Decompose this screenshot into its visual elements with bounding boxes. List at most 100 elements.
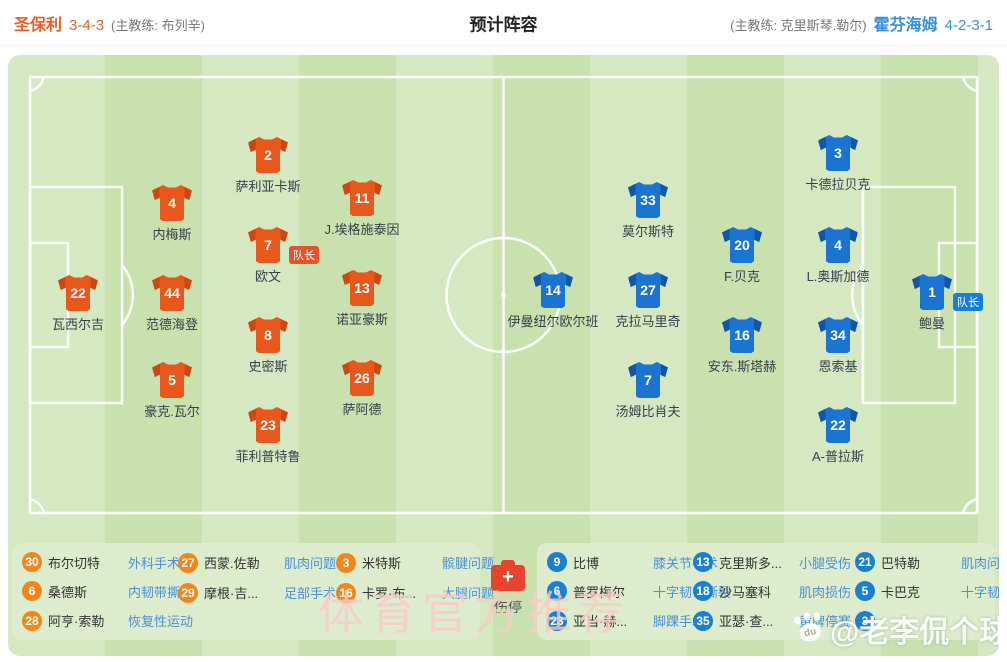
player-name: L.奥斯加德 — [806, 269, 870, 284]
player-number-badge: 29 — [178, 582, 198, 603]
home-jersey-icon: 44 — [151, 275, 192, 311]
injured-player-name: 阿亨·索勒 — [48, 614, 105, 630]
injury-row: 6 桑德斯 内韧带撕裂 — [22, 581, 193, 602]
player-number: 4 — [834, 237, 842, 253]
player-number: 26 — [354, 370, 370, 386]
player-number-badge: 16 — [336, 582, 356, 603]
injury-row: 29 摩根·吉... 足部手术 — [178, 582, 336, 603]
injury-reason: 外科手术 — [128, 555, 181, 571]
away-coach: (主教练: 克里斯琴.勒尔) — [730, 17, 867, 33]
captain-badge: 队长 — [289, 246, 319, 264]
player-name: 豪克.瓦尔 — [144, 404, 200, 419]
home-team-name: 圣保利 — [14, 16, 63, 34]
player-home-fw2: 13 诺亚豪斯 — [336, 270, 388, 328]
away-injury-col-2: 13 克里斯多... 小腿受伤 18 沙马塞科 肌肉损伤 35 亚瑟·查... … — [693, 552, 855, 631]
player-away-dm2: 16 安东.斯塔赫 — [707, 317, 777, 375]
player-number-badge: 6 — [22, 581, 42, 602]
captain-badge: 队长 — [953, 293, 983, 311]
home-injury-col-3: 3 米特斯 髌腱问题 16 卡罗·布... 大腿问题 — [336, 552, 494, 631]
home-jersey-icon: 11 — [342, 180, 382, 216]
player-number: 20 — [734, 237, 750, 253]
away-injury-col-3: 21 巴特勒 肌肉问题 5 卡巴克 十字韧带撕裂 3 — [855, 552, 999, 631]
injured-player-name: 卡巴克 — [881, 584, 921, 600]
player-number: 1 — [928, 284, 936, 300]
player-away-fw: 14 伊曼纽尔欧尔班 — [507, 272, 599, 330]
player-name: 欧文 — [254, 269, 281, 284]
injury-reason: 脚踝手术 — [653, 614, 706, 630]
player-number: 22 — [830, 417, 846, 433]
away-jersey-icon: 16 — [722, 317, 762, 353]
player-number: 33 — [640, 192, 656, 208]
injury-row: 35 亚瑟·查... 黄牌停赛 — [693, 610, 855, 631]
player-name: 恩索基 — [818, 359, 858, 374]
injured-player-name: 桑德斯 — [48, 584, 88, 600]
injury-row: 5 卡巴克 十字韧带撕裂 — [855, 581, 999, 602]
home-jersey-icon: 2 — [247, 137, 288, 173]
injury-row: 9 比博 膝关节手术 — [547, 552, 718, 573]
away-formation: 4-2-3-1 — [944, 16, 993, 34]
player-number: 22 — [70, 285, 86, 301]
home-jersey-icon: 5 — [152, 362, 192, 398]
player-number: 2 — [264, 147, 272, 163]
player-away-am2: 27 克拉马里奇 — [615, 272, 681, 330]
injury-row: 30 布尔切特 外科手术 — [22, 552, 181, 573]
injury-row: 21 巴特勒 肌肉问题 — [855, 552, 999, 573]
injury-row: 3 米特斯 髌腱问题 — [336, 552, 494, 573]
player-home-df1: 4 内梅斯 — [152, 185, 192, 243]
home-jersey-icon: 26 — [342, 360, 382, 396]
away-jersey-icon: 14 — [532, 272, 573, 308]
player-name: 鲍曼 — [918, 316, 945, 331]
player-home-fw1: 11 J.埃格施泰因 — [324, 180, 400, 238]
away-team-name: 霍芬海姆 — [873, 16, 938, 34]
player-number-badge: 30 — [22, 552, 42, 573]
player-name: 伊曼纽尔欧尔班 — [507, 314, 599, 329]
away-jersey-icon: 3 — [817, 135, 858, 171]
injured-player-name: 沙马塞科 — [719, 584, 772, 600]
player-number: 7 — [644, 372, 652, 388]
injury-reason: 内韧带撕裂 — [128, 584, 194, 600]
injury-reason: 十字韧带撕裂 — [961, 584, 999, 600]
player-name: 诺亚豪斯 — [335, 312, 389, 327]
player-away-df3: 34 恩索基 — [818, 317, 858, 375]
player-away-am1: 33 莫尔斯特 — [622, 182, 674, 240]
player-home-df2: 44 范德海登 — [146, 275, 198, 333]
injury-section-text: 伤停 — [494, 599, 522, 615]
injured-player-name: 摩根·吉... — [204, 586, 259, 601]
player-number-badge: 3 — [336, 552, 356, 573]
injured-player-name: 西蒙.佐勒 — [204, 556, 260, 571]
injured-player-name: 布尔切特 — [48, 555, 101, 571]
player-number: 34 — [830, 327, 846, 343]
player-number-badge: 18 — [693, 581, 713, 602]
injury-reason: 肌肉问题 — [284, 556, 337, 571]
injured-player-name: 巴特勒 — [881, 555, 921, 571]
away-jersey-icon: 1 — [912, 274, 952, 310]
player-number: 4 — [168, 195, 176, 211]
injured-player-name: 卡罗·布... — [362, 586, 417, 601]
injury-reason: 恢复性运动 — [128, 614, 194, 630]
player-number: 16 — [734, 327, 750, 343]
home-injury-col-2: 27 西蒙.佐勒 肌肉问题 29 摩根·吉... 足部手术 — [178, 552, 336, 631]
player-home-gk: 22 瓦西尔吉 — [52, 275, 104, 333]
injured-player-name: 亚当·赫... — [573, 614, 628, 630]
home-jersey-icon: 4 — [152, 185, 192, 221]
player-away-gk-captain: 1 队长 鲍曼 — [912, 274, 983, 332]
player-number: 44 — [164, 285, 180, 301]
home-coach: (主教练: 布列辛) — [111, 17, 205, 33]
player-number-badge: 27 — [178, 552, 198, 573]
player-away-df2: 4 L.奥斯加德 — [806, 227, 870, 285]
injured-player-name: 克里斯多... — [719, 555, 782, 571]
player-number: 23 — [260, 417, 276, 433]
player-name: 范德海登 — [145, 317, 199, 332]
player-number: 13 — [354, 280, 370, 296]
player-number-badge: 6 — [547, 581, 567, 602]
injured-player-name: 米特斯 — [362, 556, 402, 571]
player-name: J.埃格施泰因 — [324, 222, 400, 237]
player-name: 安东.斯塔赫 — [707, 359, 777, 374]
player-home-df3: 5 豪克.瓦尔 — [144, 362, 200, 420]
injury-row: 23 亚当·赫... 脚踝手术 — [547, 610, 705, 631]
player-home-mf1: 2 萨利亚卡斯 — [235, 137, 301, 195]
away-jersey-icon: 33 — [627, 182, 668, 218]
player-name: A-普拉斯 — [811, 449, 865, 464]
player-number: 5 — [168, 372, 176, 388]
player-number-badge: 35 — [693, 610, 713, 631]
